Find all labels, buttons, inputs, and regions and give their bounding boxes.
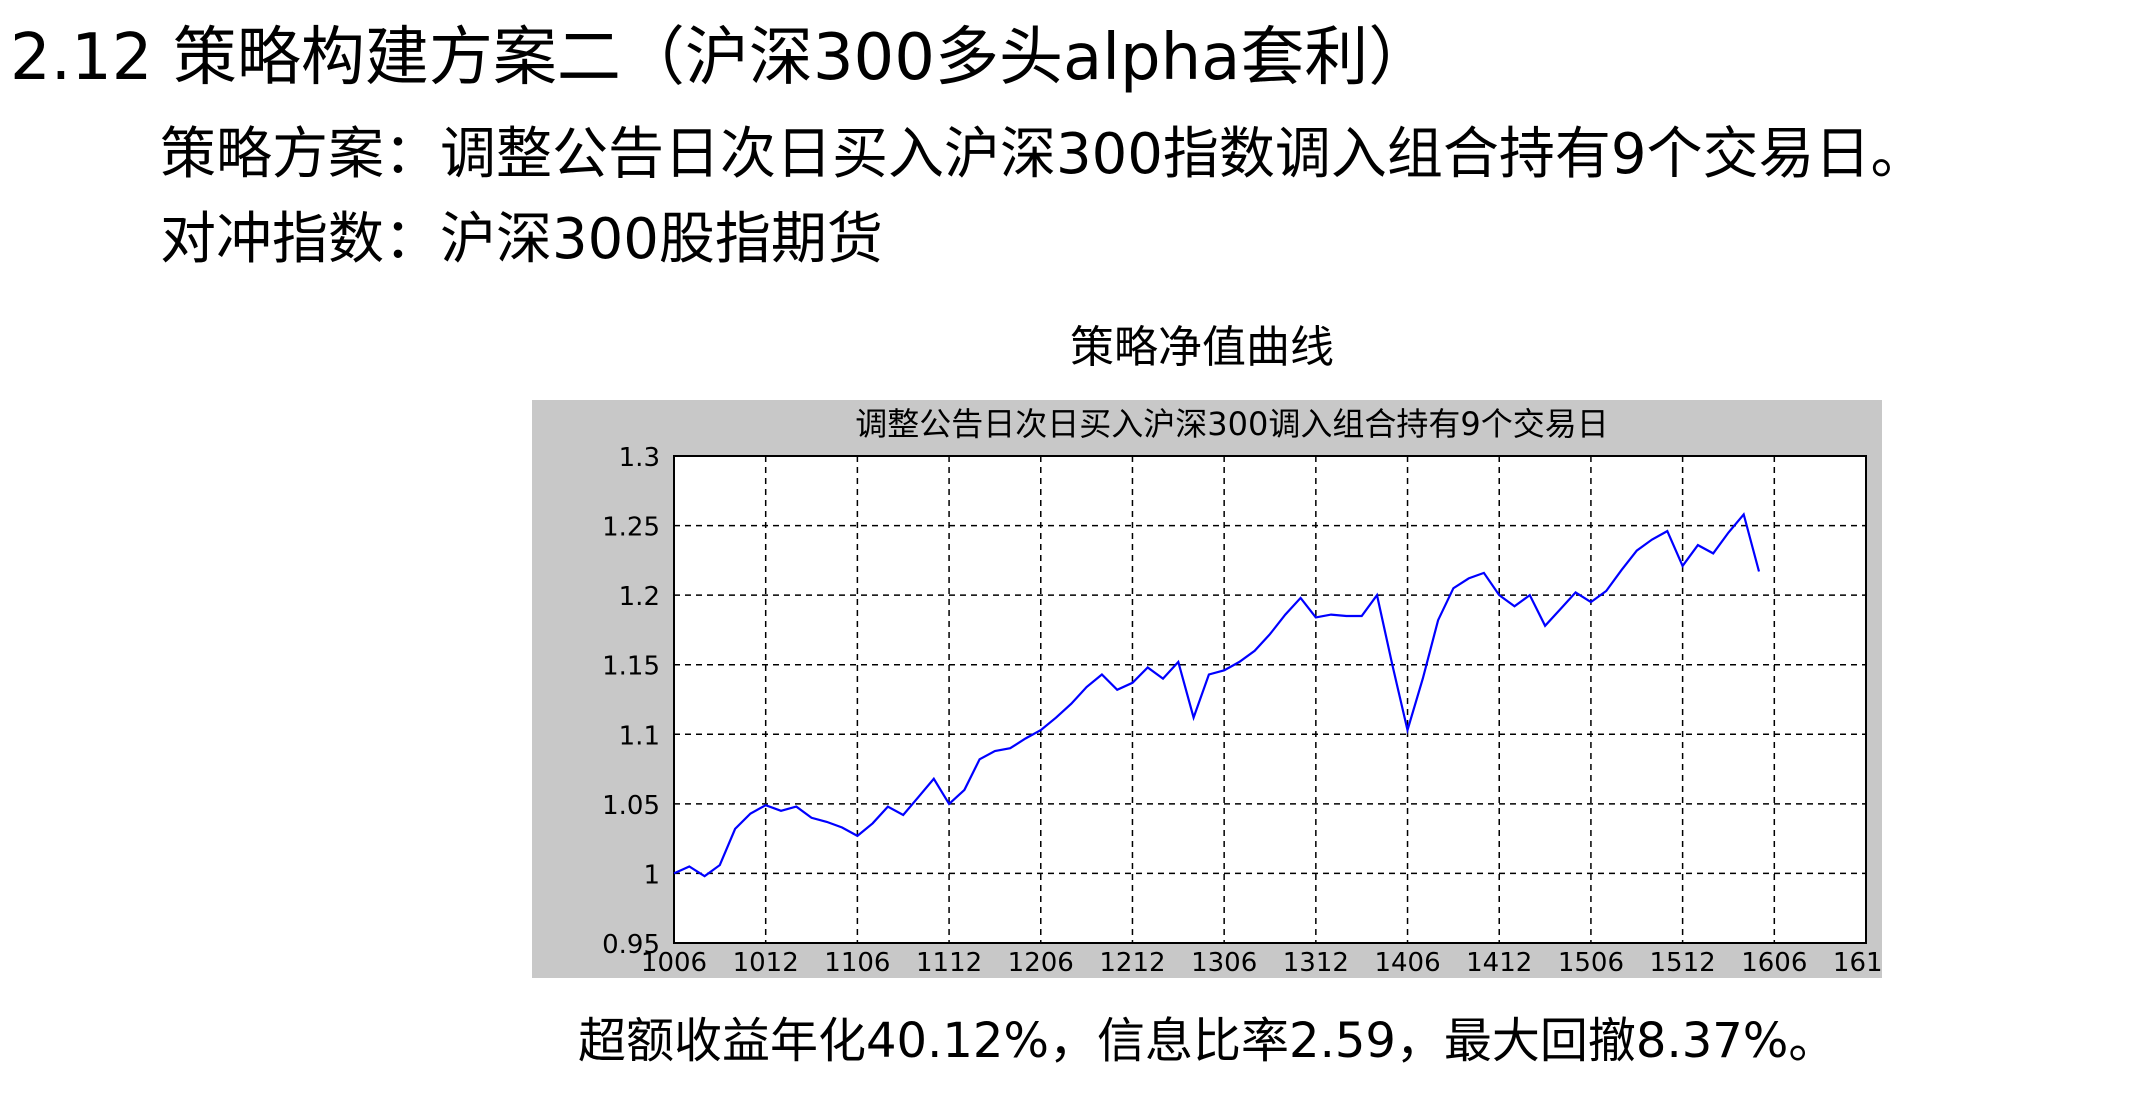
hedge-index-description: 对冲指数：沪深300股指期货 [160, 207, 883, 272]
slide-title: 2.12 策略构建方案二（沪深300多头alpha套利） [10, 21, 1433, 95]
x-tick-label: 1012 [733, 948, 799, 978]
chart-window: 调整公告日次日买入沪深300调入组合持有9个交易日 0.95 1 1.05 1.1 1.… [532, 400, 1882, 978]
x-axis-ticks: 1006 1012 1106 1112 1206 1212 1306 1312 1406 1412… [641, 948, 1882, 978]
x-tick-label: 1512 [1650, 948, 1716, 978]
x-tick-label: 1606 [1741, 948, 1807, 978]
x-tick-label: 1412 [1466, 948, 1532, 978]
x-tick-label: 1306 [1191, 948, 1257, 978]
x-tick-label: 1112 [916, 948, 982, 978]
x-tick-label: 1312 [1283, 948, 1349, 978]
net-value-chart: 调整公告日次日买入沪深300调入组合持有9个交易日 0.95 1 1.05 1.1 1.… [602, 405, 1882, 978]
y-axis-ticks: 0.95 1 1.05 1.1 1.15 1.2 1.25 1.3 [602, 443, 660, 960]
x-tick-label: 1212 [1099, 948, 1165, 978]
y-tick-label: 1.05 [602, 791, 660, 821]
x-tick-label: 1206 [1008, 948, 1074, 978]
chart-caption: 策略净值曲线 [1070, 322, 1334, 373]
y-tick-label: 1.15 [602, 652, 660, 682]
x-tick-label: 1106 [824, 948, 890, 978]
chart-title: 调整公告日次日买入沪深300调入组合持有9个交易日 [855, 405, 1608, 443]
x-tick-label: 1006 [641, 948, 707, 978]
x-tick-label: 1612 [1833, 948, 1882, 978]
y-tick-label: 1.2 [619, 582, 660, 612]
x-tick-label: 1406 [1374, 948, 1440, 978]
y-tick-label: 1 [643, 860, 660, 890]
y-tick-label: 1.3 [619, 443, 660, 473]
performance-summary: 超额收益年化40.12%，信息比率2.59，最大回撤8.37%。 [578, 1013, 1837, 1069]
y-tick-label: 0.95 [602, 930, 660, 960]
grid-lines [674, 456, 1867, 943]
plot-area [673, 455, 1867, 944]
strategy-description: 策略方案：调整公告日次日买入沪深300指数调入组合持有9个交易日。 [160, 122, 1927, 187]
y-tick-label: 1.1 [619, 721, 660, 751]
x-tick-label: 1506 [1558, 948, 1624, 978]
y-tick-label: 1.25 [602, 513, 660, 543]
net-value-series-line [673, 512, 1761, 878]
